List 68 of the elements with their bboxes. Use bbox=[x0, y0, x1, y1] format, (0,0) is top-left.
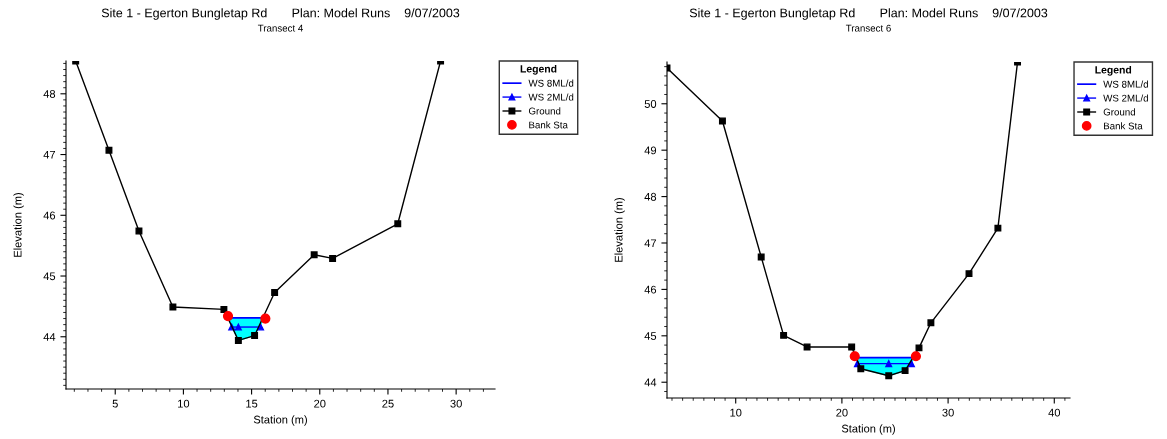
x-tick-label: 20 bbox=[314, 399, 326, 408]
x-tick-label: 5 bbox=[112, 399, 118, 408]
point bbox=[849, 351, 860, 362]
x-tick-label: 15 bbox=[246, 399, 258, 408]
point bbox=[394, 220, 402, 228]
x-tick-label: 25 bbox=[382, 399, 394, 408]
point bbox=[135, 227, 143, 235]
y-tick-label: 46 bbox=[43, 211, 56, 220]
y-tick-label: 45 bbox=[43, 272, 56, 281]
point bbox=[885, 372, 893, 380]
point bbox=[234, 323, 242, 331]
point bbox=[310, 251, 318, 259]
legend-title: Legend bbox=[520, 64, 557, 75]
y-tick-label: 45 bbox=[644, 332, 657, 340]
legend-label: Ground bbox=[1103, 108, 1135, 116]
point bbox=[234, 336, 242, 344]
point bbox=[994, 224, 1002, 232]
y-axis-title: Elevation (m) bbox=[614, 197, 625, 262]
point bbox=[105, 146, 113, 154]
point bbox=[271, 288, 279, 296]
point bbox=[222, 311, 234, 322]
point bbox=[718, 117, 726, 125]
x-tick-label: 20 bbox=[836, 408, 848, 417]
y-tick-label: 47 bbox=[644, 239, 657, 248]
y-axis-title: Elevation (m) bbox=[13, 192, 24, 257]
point bbox=[780, 331, 788, 339]
legend-label: WS 2ML/d bbox=[528, 93, 574, 101]
point bbox=[803, 343, 811, 351]
y-tick-label: 46 bbox=[644, 285, 657, 294]
point bbox=[901, 367, 909, 375]
legend-label: Bank Sta bbox=[1103, 122, 1143, 130]
point bbox=[251, 332, 259, 340]
y-tick-label: 44 bbox=[644, 378, 657, 387]
x-tick-label: 40 bbox=[1048, 408, 1061, 417]
chart-title: Site 1 - Egerton Bungletap Rd Plan: Model Runs 9/07/2003 bbox=[101, 8, 460, 20]
chart-subtitle: Transect 6 bbox=[845, 24, 891, 32]
point bbox=[965, 270, 973, 278]
y-tick-label: 47 bbox=[43, 150, 56, 159]
chart-title: Site 1 - Egerton Bungletap Rd Plan: Model Runs 9/07/2003 bbox=[689, 8, 1048, 20]
x-tick-label: 10 bbox=[730, 408, 742, 417]
y-tick-label: 48 bbox=[644, 192, 657, 201]
point bbox=[220, 305, 228, 313]
legend-label: WS 2ML/d bbox=[1103, 94, 1148, 102]
chart-subtitle: Transect 4 bbox=[257, 24, 303, 32]
point bbox=[910, 351, 922, 362]
x-axis-title: Station (m) bbox=[253, 415, 307, 426]
point bbox=[927, 319, 935, 327]
legend-label: Ground bbox=[528, 107, 561, 115]
point bbox=[857, 365, 865, 373]
point bbox=[169, 303, 177, 311]
x-axis-title: Station (m) bbox=[841, 424, 895, 435]
x-tick-label: 30 bbox=[450, 399, 462, 408]
point bbox=[329, 254, 337, 262]
point bbox=[848, 343, 856, 351]
x-tick-label: 30 bbox=[942, 408, 954, 417]
y-tick-label: 49 bbox=[644, 146, 657, 155]
point bbox=[757, 253, 765, 261]
legend-title: Legend bbox=[1095, 65, 1132, 76]
x-tick-label: 10 bbox=[178, 399, 190, 408]
legend-label: WS 8ML/d bbox=[528, 79, 574, 87]
y-tick-label: 50 bbox=[644, 100, 657, 108]
point bbox=[915, 344, 923, 352]
y-tick-label: 48 bbox=[43, 90, 56, 98]
point bbox=[260, 313, 271, 324]
legend-label: WS 8ML/d bbox=[1103, 80, 1148, 88]
point bbox=[885, 360, 893, 368]
legend-label: Bank Sta bbox=[529, 121, 568, 129]
y-tick-label: 44 bbox=[43, 333, 56, 341]
